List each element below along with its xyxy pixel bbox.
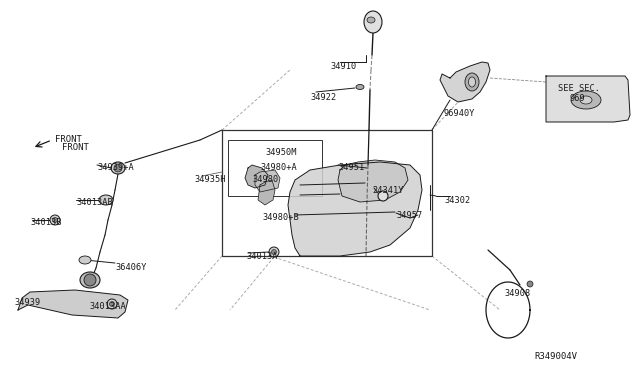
Text: 34957: 34957: [396, 211, 422, 220]
Text: 34980+B: 34980+B: [262, 213, 299, 222]
Polygon shape: [18, 290, 128, 318]
Circle shape: [84, 274, 96, 286]
Text: 34910: 34910: [330, 62, 356, 71]
Text: 34980+A: 34980+A: [260, 163, 297, 172]
Ellipse shape: [99, 195, 113, 205]
Circle shape: [109, 301, 115, 307]
Polygon shape: [258, 180, 275, 205]
Circle shape: [527, 281, 533, 287]
Text: SEE SEC.: SEE SEC.: [558, 84, 600, 93]
Text: 34922: 34922: [310, 93, 336, 102]
Text: 36406Y: 36406Y: [115, 263, 147, 272]
Polygon shape: [255, 170, 280, 192]
Ellipse shape: [367, 17, 375, 23]
Text: 34939+A: 34939+A: [97, 163, 134, 172]
Circle shape: [378, 191, 388, 201]
Text: 34951: 34951: [338, 163, 364, 172]
Text: 34013A: 34013A: [246, 252, 278, 261]
Circle shape: [50, 215, 60, 225]
Ellipse shape: [571, 91, 601, 109]
Text: 96940Y: 96940Y: [443, 109, 474, 118]
Ellipse shape: [465, 73, 479, 91]
Polygon shape: [440, 62, 490, 102]
Ellipse shape: [80, 272, 100, 288]
Bar: [222, 130, 432, 256]
Text: 34013AB: 34013AB: [76, 198, 113, 207]
Text: FRONT: FRONT: [62, 143, 89, 152]
Polygon shape: [245, 165, 268, 188]
Text: 34939: 34939: [14, 298, 40, 307]
Text: 34935H: 34935H: [194, 175, 225, 184]
Text: 34908: 34908: [504, 289, 531, 298]
Text: 34013B: 34013B: [30, 218, 61, 227]
Polygon shape: [338, 160, 408, 202]
Circle shape: [107, 299, 117, 309]
Circle shape: [52, 218, 58, 222]
Ellipse shape: [111, 162, 125, 174]
Ellipse shape: [468, 77, 476, 87]
Text: FRONT: FRONT: [55, 135, 82, 144]
Polygon shape: [546, 76, 630, 122]
Circle shape: [114, 164, 122, 172]
Text: R349004V: R349004V: [534, 352, 577, 361]
Circle shape: [269, 247, 279, 257]
Text: 969: 969: [570, 94, 586, 103]
Circle shape: [271, 250, 276, 254]
Text: 24341Y: 24341Y: [372, 186, 403, 195]
Text: 34013AA: 34013AA: [89, 302, 125, 311]
Ellipse shape: [580, 96, 592, 104]
Ellipse shape: [79, 256, 91, 264]
Text: 34302: 34302: [444, 196, 470, 205]
Polygon shape: [288, 162, 422, 256]
Ellipse shape: [364, 11, 382, 33]
Text: 34950M: 34950M: [265, 148, 296, 157]
Ellipse shape: [356, 84, 364, 90]
Text: 34980: 34980: [252, 175, 278, 184]
Bar: [228, 140, 322, 196]
